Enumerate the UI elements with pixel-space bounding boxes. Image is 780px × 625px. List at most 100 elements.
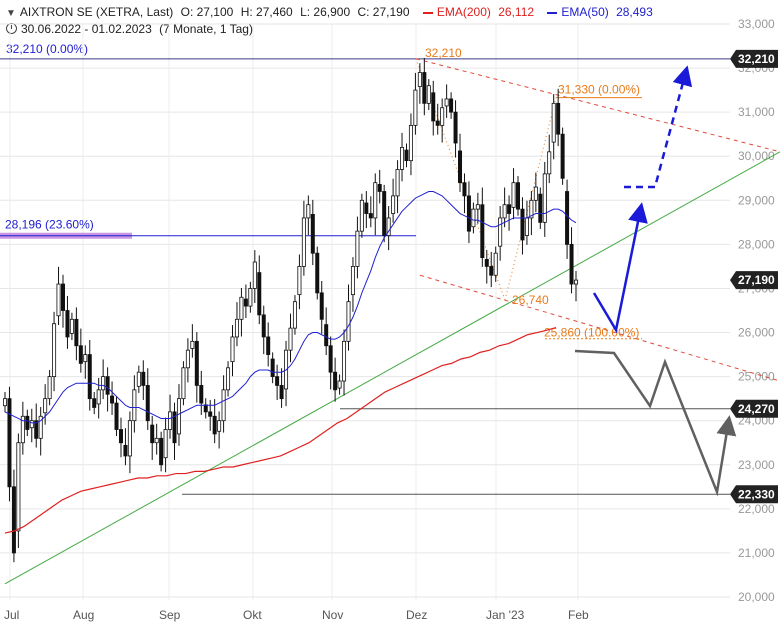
candle-body [239,296,244,320]
open-value: O: 27,100 [180,5,234,19]
candle-body [444,98,449,107]
candle-body [257,272,262,316]
candle-body [355,230,360,267]
candle-body [172,411,177,444]
candle-body [565,191,570,245]
candle-body [333,371,338,391]
candle-body [65,310,70,338]
y-tick-label: 26,000 [738,326,775,340]
reference-level-text: 32,210 (0.00%) [6,42,89,56]
candle-body [404,149,409,162]
candle-body [118,429,123,444]
candle-body [466,195,471,232]
ema200-label: EMA(200) [436,5,491,19]
candle-body [306,204,311,219]
chart-header-line1: ▼ AIXTRON SE (XETRA, Last) O: 27,100 H: 2… [6,5,657,19]
candle-body [38,415,43,439]
candle-body [101,376,106,391]
x-tick-label: Nov [322,608,343,622]
candle-body [123,444,128,457]
x-tick-label: Jul [4,608,19,622]
candle-body [92,398,97,408]
candle-body [346,301,351,342]
candle-body [547,151,552,175]
candle-body [20,415,25,444]
fib-label-low: 26,740 [512,293,549,307]
x-tick-label: Sep [159,608,181,622]
candle-body [185,349,190,369]
candle-body [373,182,378,219]
candle-body [145,385,150,422]
high-value: H: 27,460 [240,5,293,19]
fib-label-extension: 25,860 (100.00%) [544,326,639,340]
candle-body [484,258,489,267]
candle-body [574,279,579,285]
candle-body [270,358,275,378]
candle-body [29,420,34,429]
candle-body [529,199,534,219]
candle-body [275,376,280,386]
candle-body [234,318,239,338]
candle-body [556,102,561,135]
ema200-value: 26,112 [498,5,535,19]
candle-body [292,301,297,329]
fib-level-label: 28,196 (23.60%) [5,218,94,232]
candle-body [136,371,141,387]
candle-body [408,124,413,162]
instrument-title: AIXTRON SE (XETRA, Last) [19,5,174,19]
x-tick-label: Feb [568,608,589,622]
candle-body [69,318,74,334]
ema50-line [4,190,577,424]
candle-body [212,415,217,435]
candle-body [132,389,137,422]
candle-body [453,111,458,144]
candle-body [400,147,405,170]
x-tick-label: Dez [406,608,427,622]
y-tick-label: 23,000 [738,458,775,472]
ema200-line [4,327,557,534]
candle-body [516,182,521,210]
candle-body [319,292,324,320]
candle-body [114,402,119,430]
candle-body [83,354,88,363]
candle-body [507,204,512,214]
price-tag-label: 24,270 [738,402,775,416]
candle-body [542,173,547,223]
candle-body [359,199,364,232]
candle-body [533,186,538,201]
fib-connector [504,97,557,301]
candle-body [386,217,391,236]
candle-body [248,288,253,307]
candle-body [315,252,320,294]
candle-body [87,354,92,400]
candle-body [154,437,159,444]
price-tag-label: 27,190 [738,273,775,287]
candle-body [194,340,199,386]
low-value: L: 26,900 [300,5,351,19]
period-detail: (7 Monate, 1 Tag) [159,22,253,36]
candle-body [47,376,52,400]
candle-body [502,204,507,219]
candle-body [458,150,463,184]
fib-label-target: 31,330 (0.00%) [558,83,640,97]
candle-body [243,298,248,307]
candle-body [190,340,195,349]
candle-body [422,72,427,104]
y-tick-label: 28,000 [738,237,775,251]
candle-body [391,195,396,214]
candle-body [150,424,155,444]
candle-body [493,252,498,276]
candle-body [538,193,543,223]
chevron-down-icon[interactable]: ▼ [6,8,16,19]
candle-body [569,243,574,285]
candle-body [16,442,21,532]
candle-body [350,266,355,296]
candle-body [78,345,83,364]
reference-level-label: 32,210 (0.00%) [6,42,92,56]
candle-body [560,133,565,179]
price-tag [730,271,778,290]
y-tick-label: 22,000 [738,502,775,516]
ema50-label: EMA(50) [561,5,609,19]
candle-body [43,398,48,414]
